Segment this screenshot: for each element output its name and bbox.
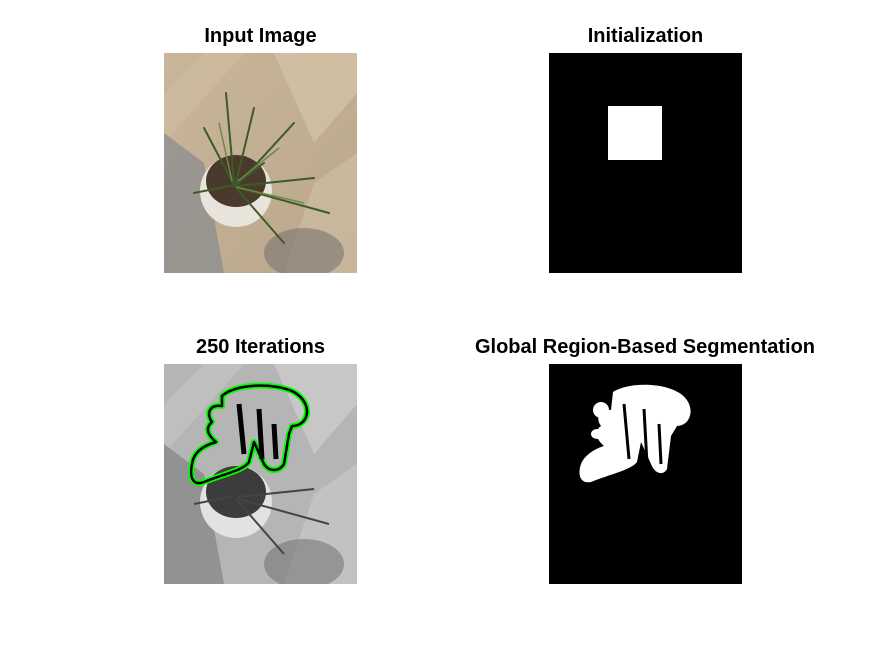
panel-title-initialization: Initialization bbox=[587, 25, 704, 47]
panel-title-input-image: Input Image bbox=[204, 25, 317, 47]
segmentation-result-mask bbox=[549, 364, 742, 584]
panel-title-iterations: 250 Iterations bbox=[196, 336, 325, 358]
grayscale-image-with-contour bbox=[164, 364, 357, 584]
initialization-mask bbox=[549, 53, 742, 273]
initial-square bbox=[608, 106, 662, 160]
input-image bbox=[164, 53, 357, 273]
segmented-region bbox=[579, 384, 691, 483]
panel-title-segmentation: Global Region-Based Segmentation bbox=[474, 336, 816, 358]
